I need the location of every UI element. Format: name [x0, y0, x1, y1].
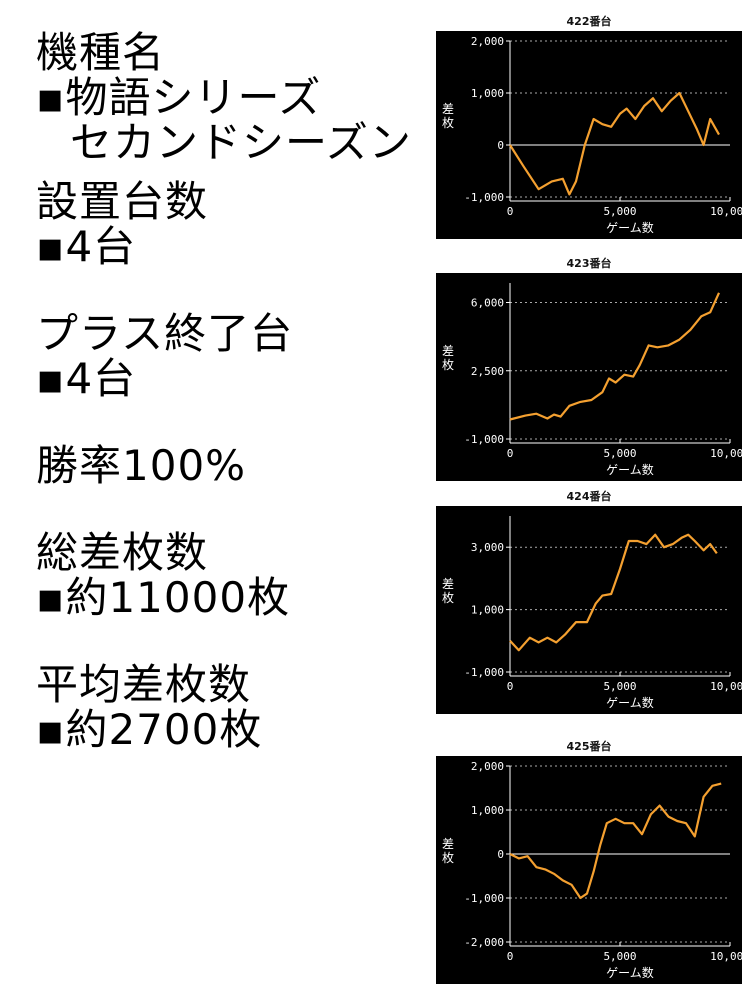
units-value: ▪4台	[36, 222, 137, 271]
y-tick-label: 6,000	[471, 297, 504, 310]
y-tick-label: 3,000	[471, 541, 504, 554]
x-tick-label: 5,000	[603, 950, 636, 963]
avg-heading: 平均差枚数	[36, 660, 252, 709]
winrate-block: 勝率100%	[36, 443, 426, 488]
total-block: 総差枚数 ▪約11000枚	[36, 530, 426, 620]
chart-425: -2,000 -1,000 0 1,000 2,000 0 5,000 10,000 ゲーム数 差…	[436, 756, 742, 984]
chart-panel-423: 423番台 -1,000 2,500 6,000 0 5,000 10,000 ゲーム数 差枚	[436, 255, 742, 481]
plus-block: プラス終了台 ▪4台	[36, 311, 426, 401]
chart-title: 425番台	[566, 740, 612, 753]
series-line	[509, 292, 721, 421]
y-tick-label: 2,000	[471, 35, 504, 48]
x-tick-label: 10,000	[710, 950, 742, 963]
y-tick-label: -1,000	[464, 433, 504, 446]
y-axis-label: 差枚	[442, 837, 454, 865]
x-tick-label: 5,000	[603, 205, 636, 218]
units-block: 設置台数 ▪4台	[36, 179, 426, 269]
units-heading: 設置台数	[36, 177, 209, 226]
series-line	[509, 91, 720, 196]
y-tick-label: 1,000	[471, 804, 504, 817]
x-tick-label: 10,000	[710, 205, 742, 218]
series-line	[509, 533, 718, 652]
y-tick-label: 2,500	[471, 365, 504, 378]
x-tick-label: 10,000	[710, 680, 742, 693]
x-axis-label: ゲーム数	[606, 462, 654, 477]
model-name-line2: セカンドシーズン	[70, 118, 412, 167]
avg-value: ▪約2700枚	[36, 705, 263, 754]
model-name-line1: ▪物語シリーズ	[36, 73, 322, 122]
x-tick-label: 0	[507, 950, 514, 963]
stats-panel: 機種名 ▪物語シリーズ セカンドシーズン 設置台数 ▪4台 プラス終了台 ▪4台…	[36, 30, 426, 752]
y-tick-label: -1,000	[464, 666, 504, 679]
y-tick-label: 0	[497, 848, 504, 861]
x-tick-label: 0	[507, 205, 514, 218]
y-axis-label: 差枚	[442, 102, 454, 130]
chart-title: 424番台	[566, 490, 612, 503]
chart-title: 422番台	[566, 15, 612, 28]
avg-block: 平均差枚数 ▪約2700枚	[36, 662, 426, 752]
y-tick-label: 1,000	[471, 604, 504, 617]
y-tick-label: 0	[497, 139, 504, 152]
total-value: ▪約11000枚	[36, 573, 291, 622]
chart-424: -1,000 1,000 3,000 0 5,000 10,000 ゲーム数 差枚	[436, 506, 742, 714]
x-tick-label: 0	[507, 447, 514, 460]
chart-423: -1,000 2,500 6,000 0 5,000 10,000 ゲーム数 差枚	[436, 273, 742, 481]
x-tick-label: 5,000	[603, 680, 636, 693]
y-axis-label: 差枚	[442, 577, 454, 605]
chart-title: 423番台	[566, 257, 612, 270]
y-tick-label: 2,000	[471, 760, 504, 773]
model-heading: 機種名	[36, 28, 166, 77]
winrate-text: 勝率100%	[36, 441, 247, 490]
y-tick-label: 1,000	[471, 87, 504, 100]
chart-panel-424: 424番台 -1,000 1,000 3,000 0 5,000 10,000 ゲーム数 差枚	[436, 488, 742, 714]
y-tick-label: -2,000	[464, 936, 504, 949]
model-block: 機種名 ▪物語シリーズ セカンドシーズン	[36, 30, 426, 165]
y-tick-label: -1,000	[464, 191, 504, 204]
plus-heading: プラス終了台	[36, 309, 294, 358]
y-axis-label: 差枚	[442, 344, 454, 372]
total-heading: 総差枚数	[36, 528, 209, 577]
plus-value: ▪4台	[36, 354, 137, 403]
series-line	[509, 782, 722, 900]
x-axis-label: ゲーム数	[606, 695, 654, 710]
x-tick-label: 10,000	[710, 447, 742, 460]
y-tick-label: -1,000	[464, 892, 504, 905]
x-tick-label: 0	[507, 680, 514, 693]
chart-panel-425: 425番台 -2,000 -1,000 0 1,000 2,000 0 5,000 10,00…	[436, 738, 742, 984]
x-axis-label: ゲーム数	[606, 965, 654, 980]
x-tick-label: 5,000	[603, 447, 636, 460]
x-axis-label: ゲーム数	[606, 220, 654, 235]
